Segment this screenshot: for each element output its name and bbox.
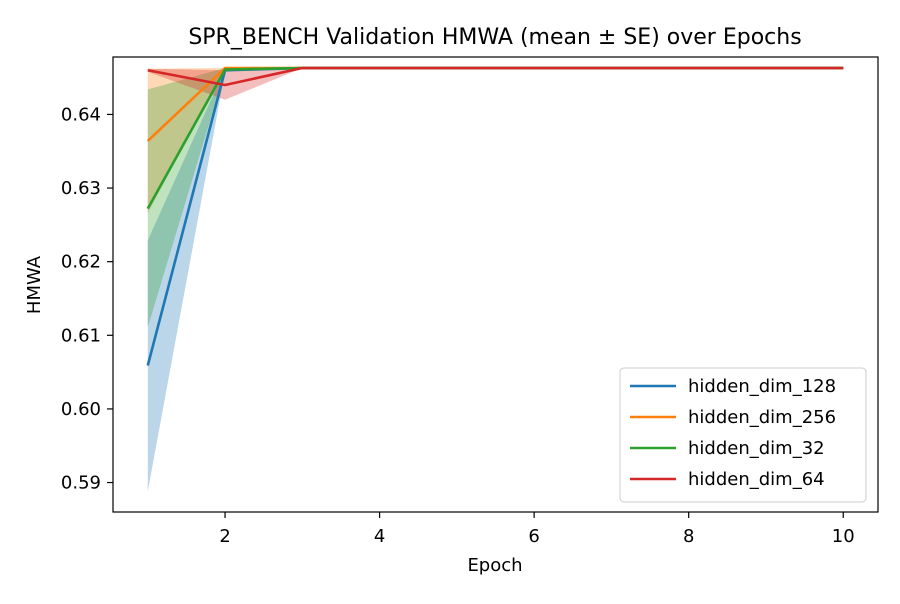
legend-box	[619, 367, 867, 503]
legend-label-hidden_dim_256: hidden_dim_256	[688, 407, 836, 428]
plot-frame	[112, 56, 879, 513]
se-band-hidden_dim_128	[147, 68, 844, 492]
y-tick-label: 0.63	[61, 178, 101, 199]
y-tick-label: 0.60	[61, 399, 101, 420]
y-tick-label: 0.59	[61, 473, 101, 494]
x-tick-label: 6	[528, 526, 539, 547]
y-tick-label: 0.64	[61, 104, 101, 125]
legend: hidden_dim_128 hidden_dim_256 hidden_dim_3…	[619, 367, 867, 503]
legend-label-hidden_dim_64: hidden_dim_64	[688, 469, 825, 490]
se-band-hidden_dim_32	[147, 68, 844, 328]
y-axis-label: HMWA	[24, 255, 45, 314]
x-tick-label: 8	[683, 526, 694, 547]
x-axis-label: Epoch	[467, 555, 522, 576]
x-axis-ticks: 2 4 6 8 10	[219, 512, 855, 547]
y-tick-label: 0.62	[61, 252, 101, 273]
series-lines	[146, 66, 844, 366]
y-tick-label: 0.61	[61, 325, 101, 346]
legend-label-hidden_dim_32: hidden_dim_32	[688, 438, 825, 459]
chart-title: SPR_BENCH Validation HMWA (mean ± SE) ov…	[188, 25, 801, 50]
legend-label-hidden_dim_128: hidden_dim_128	[688, 376, 836, 397]
x-tick-label: 10	[832, 526, 855, 547]
y-axis-ticks: 0.59 0.60 0.61 0.62 0.63 0.64	[61, 104, 113, 494]
x-tick-label: 2	[219, 526, 230, 547]
x-tick-label: 4	[374, 526, 385, 547]
series-line-hidden_dim_64	[147, 66, 844, 87]
